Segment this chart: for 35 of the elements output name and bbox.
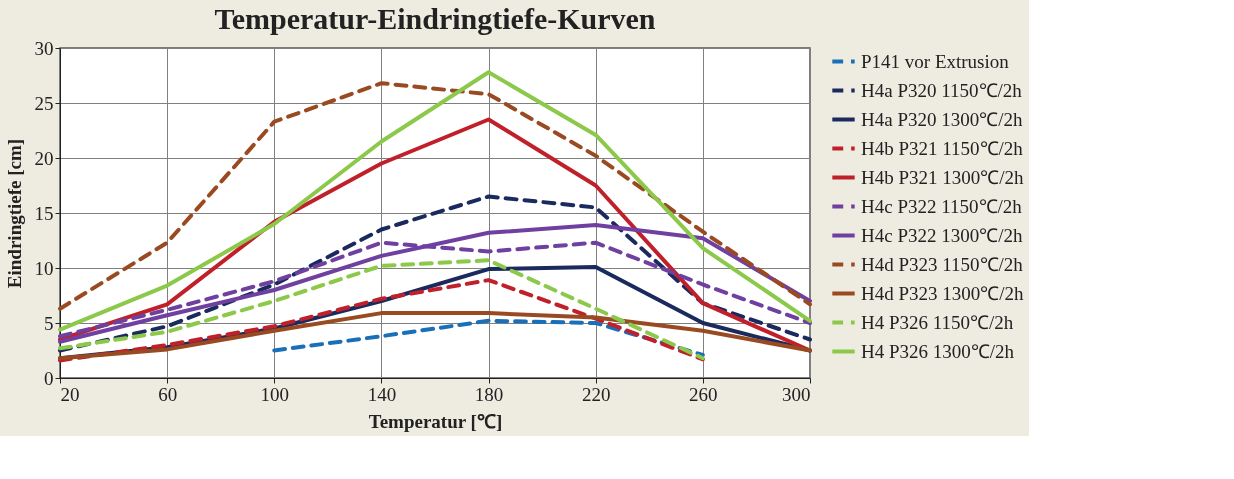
x-tick-label: 300 <box>782 383 811 405</box>
line-series <box>58 223 812 344</box>
x-tick-label: 220 <box>581 383 611 405</box>
x-axis-title: Temperatur [℃] <box>368 410 503 432</box>
y-tick-label: 25 <box>34 92 54 114</box>
y-tick-label: 10 <box>34 257 54 279</box>
x-tick-label: 180 <box>474 383 504 405</box>
x-tick-label: 140 <box>367 383 397 405</box>
legend-label: H4d P323 1150℃/2h <box>861 253 1024 275</box>
line-series <box>272 318 705 357</box>
line-series <box>58 194 812 353</box>
line-series <box>58 258 705 361</box>
line-series <box>58 278 705 363</box>
chart-title: Temperatur-Eindringtiefe-Kurven <box>214 2 656 35</box>
y-tick-label: 5 <box>44 312 54 334</box>
legend-label: H4b P321 1300℃/2h <box>861 166 1025 188</box>
line-series <box>58 311 812 361</box>
legend-label: H4a P320 1150℃/2h <box>861 79 1023 101</box>
legend-label: H4 P326 1300℃/2h <box>861 340 1015 362</box>
legend-label: P141 vor Extrusion <box>861 50 1010 72</box>
x-tick-label: 60 <box>158 383 178 405</box>
legend-label: H4b P321 1150℃/2h <box>861 137 1024 159</box>
y-tick-label: 30 <box>34 37 54 59</box>
y-tick-label: 20 <box>34 147 54 169</box>
x-tick-label: 260 <box>689 383 718 405</box>
legend-label: H4c P322 1300℃/2h <box>861 224 1023 246</box>
y-tick-label: 15 <box>34 202 54 224</box>
legend-label: H4 P326 1150℃/2h <box>861 311 1014 333</box>
legend-label: H4d P323 1300℃/2h <box>861 282 1025 304</box>
y-axis-title: Eindringtiefe [cm] <box>3 138 25 289</box>
x-tick-label: 20 <box>60 383 80 405</box>
legend-label: H4a P320 1300℃/2h <box>861 108 1023 130</box>
legend-label: H4c P322 1150℃/2h <box>861 195 1023 217</box>
y-tick-label: 0 <box>44 367 54 389</box>
x-tick-label: 100 <box>260 383 290 405</box>
